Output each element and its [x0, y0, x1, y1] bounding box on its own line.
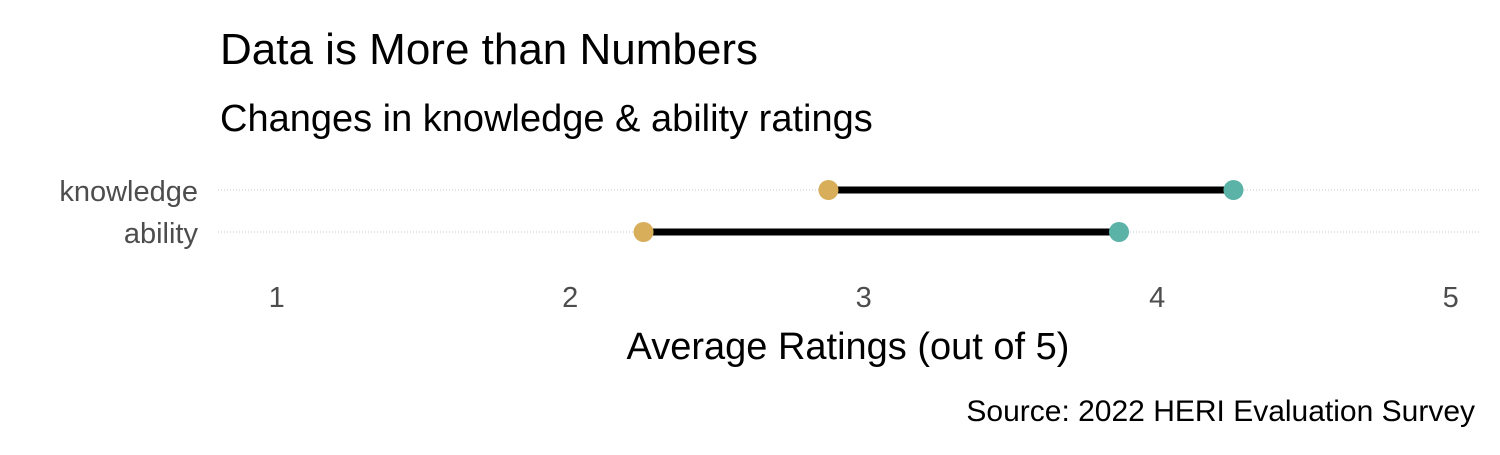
start-point — [633, 222, 654, 242]
x-tick-label: 5 — [1443, 282, 1459, 314]
plot-area: knowledge ability 1 2 3 4 5 — [59, 176, 1480, 314]
x-tick-label: 2 — [562, 282, 578, 314]
end-point — [1223, 180, 1244, 200]
chart-title: Data is More than Numbers — [220, 25, 758, 74]
chart-subtitle: Changes in knowledge & ability ratings — [220, 98, 873, 140]
x-tick-label: 4 — [1149, 282, 1165, 314]
start-point — [818, 180, 839, 200]
y-tick-label: ability — [124, 218, 199, 250]
x-tick-label: 3 — [856, 282, 872, 314]
y-tick-label: knowledge — [59, 176, 198, 208]
x-tick-label: 1 — [269, 282, 285, 314]
end-point — [1109, 222, 1130, 242]
x-axis-title: Average Ratings (out of 5) — [627, 326, 1070, 368]
chart-caption: Source: 2022 HERI Evaluation Survey — [966, 395, 1475, 428]
